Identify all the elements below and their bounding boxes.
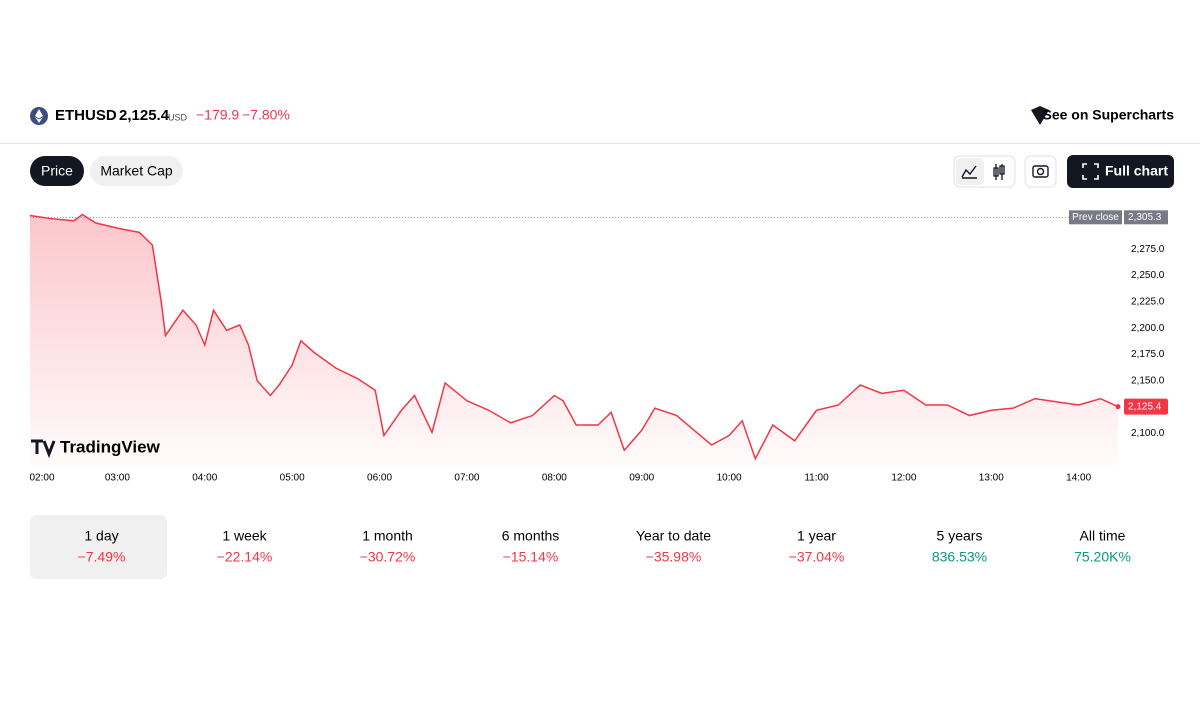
period-label[interactable]: 6 months (502, 528, 560, 544)
change: −179.9 (196, 107, 239, 123)
tab-label[interactable]: Price (41, 163, 73, 179)
x-tick-label: 13:00 (979, 473, 1004, 484)
period-label[interactable]: 1 month (362, 528, 413, 544)
period-label[interactable]: All time (1080, 528, 1126, 544)
x-tick-label: 08:00 (542, 473, 567, 484)
x-tick-label: 11:00 (804, 473, 829, 484)
tab-label[interactable]: Market Cap (100, 163, 173, 179)
prev-close-text: Prev close (1072, 212, 1119, 223)
y-tick-label: 2,100.0 (1131, 428, 1165, 439)
period-change: −15.14% (503, 549, 559, 565)
period-change: −35.98% (646, 549, 702, 565)
supercharts-text[interactable]: See on Supercharts (1043, 107, 1175, 123)
full-chart-button[interactable] (1067, 155, 1174, 188)
screenshot-button[interactable] (1024, 155, 1057, 188)
prev-close-tag (1069, 210, 1122, 225)
y-tick-label: 2,275.0 (1131, 244, 1165, 255)
full-chart-icon (1082, 163, 1099, 180)
currency: USD (168, 112, 188, 122)
x-tick-label: 03:00 (105, 473, 130, 484)
camera-lens (1036, 167, 1045, 176)
period-change: −22.14% (217, 549, 273, 565)
period-label[interactable]: 1 week (222, 528, 267, 544)
x-tick-label: 06:00 (367, 473, 392, 484)
x-tick-label: 12:00 (891, 473, 916, 484)
x-tick-label: 09:00 (629, 473, 654, 484)
last-price-label: 2,125.4 (1128, 401, 1162, 412)
x-tick-label: 07:00 (454, 473, 479, 484)
x-tick-label: 10:00 (717, 473, 742, 484)
period-change: 75.20K% (1074, 549, 1131, 565)
period-change: −30.72% (360, 549, 416, 565)
period-label[interactable]: 1 year (797, 528, 836, 544)
full-chart-text[interactable]: Full chart (1105, 163, 1168, 179)
plot: 2,100.0 2,150.0 2,175.0 2,200.0 2,225.0 2,250… (29, 210, 1168, 484)
period-change: −7.49% (78, 549, 126, 565)
y-tick-label: 2,150.0 (1131, 375, 1165, 386)
symbol: ETHUSD (55, 107, 117, 124)
x-tick-label: 05:00 (280, 473, 305, 484)
period-selected (30, 515, 167, 579)
period-change: 836.53% (932, 549, 987, 565)
tv-logo (31, 439, 56, 459)
chart-style-group (953, 155, 1016, 188)
y-tick-label: 2,250.0 (1131, 270, 1165, 281)
period-label[interactable]: Year to date (636, 528, 711, 544)
prev-close-value: 2,305.3 (1128, 212, 1162, 223)
area-style-button[interactable] (956, 158, 984, 185)
supercharts-icon (1031, 106, 1049, 125)
last-price-box (1124, 398, 1168, 415)
period-label[interactable]: 1 day (84, 528, 118, 544)
x-tick-label: 04:00 (192, 473, 217, 484)
supercharts-link[interactable]: See on Supercharts (1031, 106, 1174, 125)
periods: 1 day −7.49% 1 week −22.14% 1 month −30.72% 6 … (30, 515, 1131, 579)
eth-glyph (35, 109, 43, 123)
change-pct: −7.80% (242, 107, 290, 123)
watermark: TradingView (60, 437, 161, 456)
y-tick-label: 2,225.0 (1131, 296, 1165, 307)
last-point (1115, 404, 1121, 410)
tab-market-cap[interactable] (90, 156, 183, 186)
x-tick-label: 14:00 (1066, 473, 1091, 484)
camera-icon (1032, 165, 1049, 178)
price-line (29, 213, 1119, 461)
price: 2,125.4 (119, 107, 170, 124)
x-tick-label: 02:00 (29, 473, 54, 484)
y-tick-label: 2,175.0 (1131, 349, 1165, 360)
candle-style-button[interactable] (993, 164, 1005, 180)
area-icon (961, 165, 977, 179)
y-tick-label: 2,200.0 (1131, 323, 1165, 334)
period-label[interactable]: 5 years (937, 528, 983, 544)
period-change: −37.04% (789, 549, 845, 565)
area-fill (30, 214, 1118, 465)
tab-price[interactable] (30, 156, 84, 186)
prev-close-value-tag (1124, 210, 1168, 225)
